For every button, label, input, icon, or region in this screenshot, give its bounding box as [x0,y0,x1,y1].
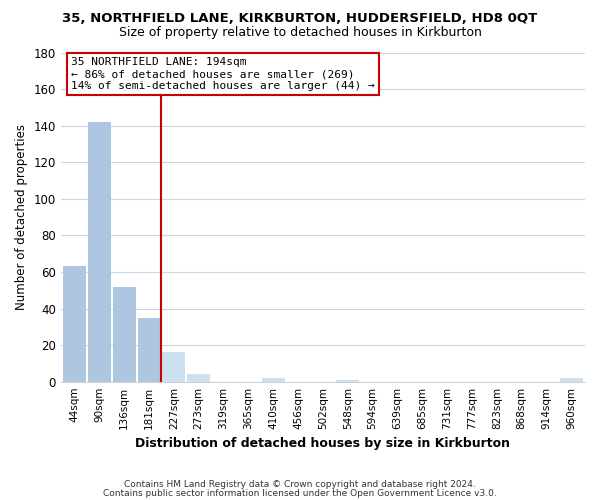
Bar [337,380,359,382]
Bar [113,286,136,382]
Text: 35 NORTHFIELD LANE: 194sqm
← 86% of detached houses are smaller (269)
14% of sem: 35 NORTHFIELD LANE: 194sqm ← 86% of deta… [71,58,375,90]
Bar [63,266,86,382]
Text: Contains HM Land Registry data © Crown copyright and database right 2024.: Contains HM Land Registry data © Crown c… [124,480,476,489]
Bar [163,352,185,382]
Bar [187,374,210,382]
Bar [262,378,284,382]
X-axis label: Distribution of detached houses by size in Kirkburton: Distribution of detached houses by size … [136,437,511,450]
Bar [560,378,583,382]
Bar [137,318,160,382]
Y-axis label: Number of detached properties: Number of detached properties [15,124,28,310]
Text: 35, NORTHFIELD LANE, KIRKBURTON, HUDDERSFIELD, HD8 0QT: 35, NORTHFIELD LANE, KIRKBURTON, HUDDERS… [62,12,538,26]
Bar [88,122,111,382]
Text: Contains public sector information licensed under the Open Government Licence v3: Contains public sector information licen… [103,488,497,498]
Text: Size of property relative to detached houses in Kirkburton: Size of property relative to detached ho… [119,26,481,39]
